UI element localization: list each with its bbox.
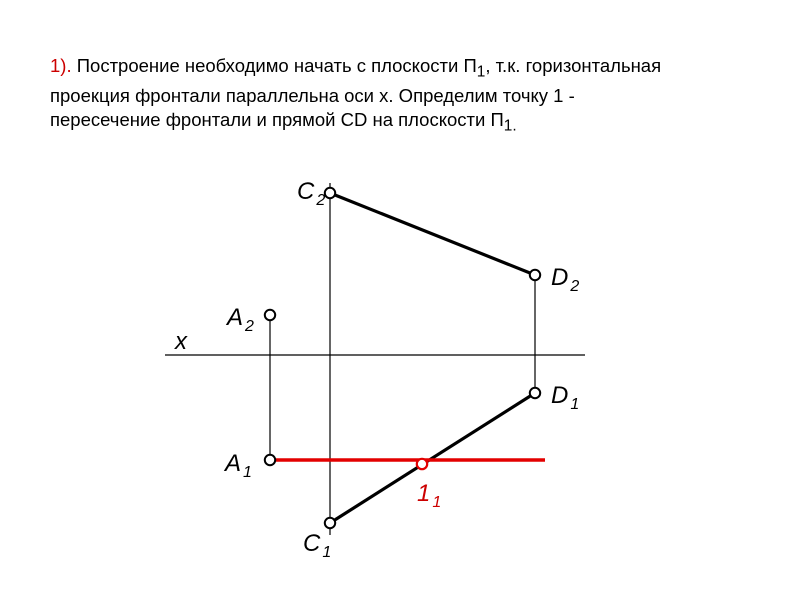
- label-C1: C1: [303, 530, 331, 561]
- line-C2-D2: [330, 193, 535, 275]
- point-C2: [325, 188, 335, 198]
- geometry-diagram: A2 A1 C2 C1 D2 D1 11 x: [155, 165, 635, 565]
- label-A2: A2: [225, 304, 254, 335]
- point-C1: [325, 518, 335, 528]
- caption-text: 1). Построение необходимо начать с плоск…: [50, 54, 750, 138]
- point-P1: [417, 459, 427, 469]
- x-axis-label: x: [174, 328, 188, 355]
- label-P1: 11: [417, 480, 441, 511]
- caption-p2: проекция фронтали параллельна оси x. Опр…: [50, 85, 575, 106]
- point-D1: [530, 388, 540, 398]
- caption-p3: пересечение фронтали и прямой CD на плос…: [50, 109, 504, 130]
- label-D1: D1: [551, 382, 579, 413]
- diagram-svg: A2 A1 C2 C1 D2 D1 11 x: [155, 165, 635, 565]
- caption-p3-sub: 1.: [504, 118, 517, 135]
- point-A2: [265, 310, 275, 320]
- points: A2 A1 C2 C1 D2 D1 11: [223, 178, 579, 561]
- label-C2: C2: [297, 178, 325, 209]
- caption-p1-cont: , т.к. горизонтальная: [485, 55, 661, 76]
- point-D2: [530, 270, 540, 280]
- thick-lines: [330, 193, 535, 523]
- lead-number: 1).: [50, 55, 72, 76]
- point-A1: [265, 455, 275, 465]
- thin-lines: [270, 275, 535, 460]
- label-A1: A1: [223, 450, 252, 481]
- caption-p1: Построение необходимо начать с плоскости…: [72, 55, 477, 76]
- label-D2: D2: [551, 264, 579, 295]
